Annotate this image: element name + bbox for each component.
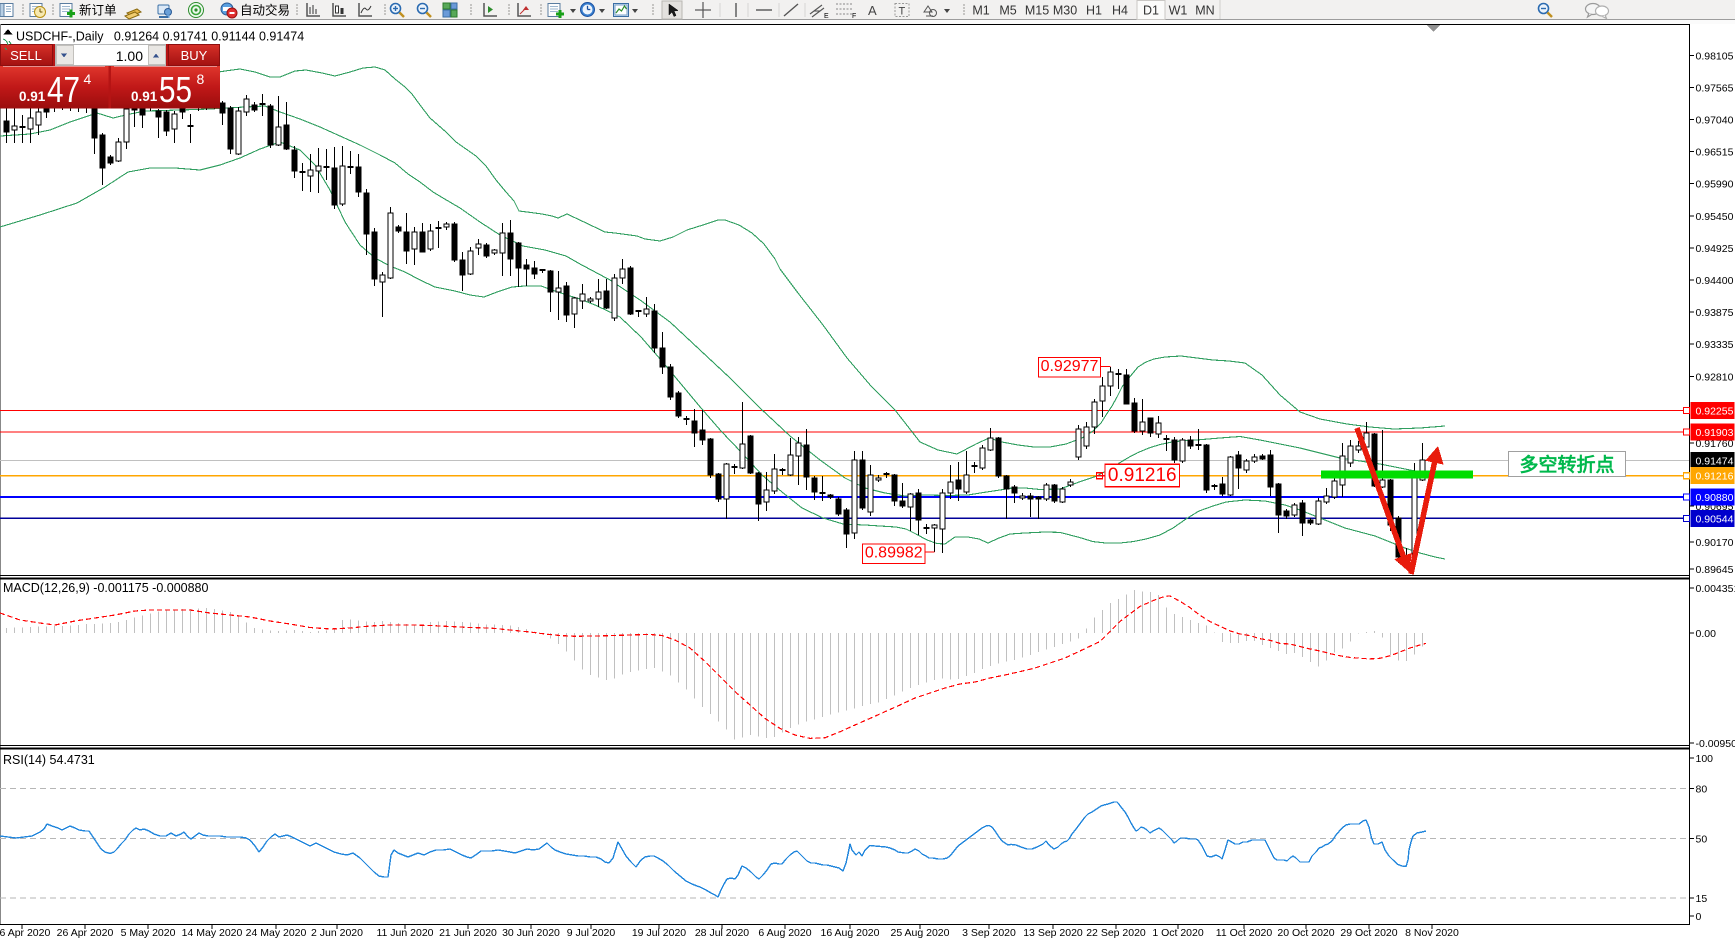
svg-text:0.00: 0.00 [1696, 628, 1717, 640]
svg-text:0.92810: 0.92810 [1696, 371, 1734, 383]
svg-text:16 Apr 2020: 16 Apr 2020 [0, 927, 50, 939]
svg-text:SELL: SELL [10, 48, 42, 63]
svg-text:F: F [852, 13, 856, 20]
svg-text:H4: H4 [1112, 4, 1128, 18]
svg-text:15: 15 [1696, 893, 1708, 905]
svg-text:9 Jul 2020: 9 Jul 2020 [567, 927, 616, 939]
svg-text:47: 47 [47, 69, 80, 110]
svg-text:8 Nov 2020: 8 Nov 2020 [1405, 927, 1459, 939]
svg-text:6 Aug 2020: 6 Aug 2020 [758, 927, 811, 939]
svg-text:新订单: 新订单 [79, 3, 117, 18]
svg-text:8: 8 [197, 71, 205, 87]
svg-text:16 Aug 2020: 16 Aug 2020 [821, 927, 880, 939]
svg-text:0.89982: 0.89982 [865, 545, 923, 562]
svg-text:0.93335: 0.93335 [1696, 339, 1734, 351]
svg-text:0.91: 0.91 [19, 89, 46, 104]
svg-text:0.92255: 0.92255 [1696, 406, 1734, 418]
svg-text:80: 80 [1696, 783, 1708, 795]
svg-text:0.90544: 0.90544 [1696, 513, 1734, 525]
svg-text:T: T [899, 6, 906, 18]
svg-text:21 Jun 2020: 21 Jun 2020 [439, 927, 497, 939]
svg-text:0.98105: 0.98105 [1696, 50, 1734, 62]
svg-text:USDCHF-,Daily 0.91264 0.9174: USDCHF-,Daily 0.91264 0.91741 0.91144 0.… [16, 30, 304, 44]
svg-text:0.90170: 0.90170 [1696, 537, 1734, 549]
svg-text:1.00: 1.00 [116, 48, 143, 64]
svg-text:0.91760: 0.91760 [1696, 438, 1734, 450]
svg-text:W1: W1 [1169, 4, 1188, 18]
svg-text:0.95450: 0.95450 [1696, 211, 1734, 223]
svg-text:0.91903: 0.91903 [1696, 427, 1734, 439]
svg-text:0.91216: 0.91216 [1108, 465, 1177, 486]
svg-text:0.97565: 0.97565 [1696, 82, 1734, 94]
svg-text:E: E [824, 13, 829, 20]
svg-text:MN: MN [1195, 4, 1214, 18]
svg-text:30 Jun 2020: 30 Jun 2020 [502, 927, 560, 939]
svg-text:11 Jun 2020: 11 Jun 2020 [376, 927, 433, 939]
svg-text:1 Oct 2020: 1 Oct 2020 [1152, 927, 1204, 939]
svg-text:3 Sep 2020: 3 Sep 2020 [962, 927, 1016, 939]
svg-text:55: 55 [159, 69, 192, 110]
svg-text:13 Sep 2020: 13 Sep 2020 [1023, 927, 1083, 939]
svg-text:M15: M15 [1025, 4, 1049, 18]
svg-text:0.96515: 0.96515 [1696, 147, 1734, 159]
svg-text:自动交易: 自动交易 [240, 3, 290, 18]
svg-text:0.94400: 0.94400 [1696, 275, 1734, 287]
svg-text:0.93875: 0.93875 [1696, 307, 1734, 319]
svg-text:14 May 2020: 14 May 2020 [182, 927, 243, 939]
svg-text:M30: M30 [1053, 4, 1077, 18]
svg-text:0.91: 0.91 [131, 89, 158, 104]
svg-text:A: A [868, 3, 877, 18]
svg-text:0.91216: 0.91216 [1696, 471, 1734, 483]
svg-text:29 Oct 2020: 29 Oct 2020 [1340, 927, 1397, 939]
svg-text:0.92977: 0.92977 [1041, 358, 1099, 375]
svg-text:4: 4 [84, 71, 92, 87]
svg-text:0: 0 [1696, 911, 1702, 923]
svg-text:25 Aug 2020: 25 Aug 2020 [891, 927, 950, 939]
svg-text:D1: D1 [1143, 4, 1159, 18]
svg-text:0.91474: 0.91474 [1696, 455, 1734, 467]
svg-text:28 Jul 2020: 28 Jul 2020 [695, 927, 749, 939]
svg-text:19 Jul 2020: 19 Jul 2020 [632, 927, 686, 939]
svg-text:0.90880: 0.90880 [1696, 492, 1734, 504]
svg-text:20 Oct 2020: 20 Oct 2020 [1277, 927, 1334, 939]
svg-text:100: 100 [1696, 753, 1714, 765]
svg-text:0.97040: 0.97040 [1696, 115, 1734, 127]
svg-text:5 May 2020: 5 May 2020 [121, 927, 176, 939]
svg-text:2 Jun 2020: 2 Jun 2020 [311, 927, 363, 939]
svg-text:50: 50 [1696, 833, 1708, 845]
svg-text:11 Oct 2020: 11 Oct 2020 [1216, 927, 1273, 939]
svg-text:H1: H1 [1086, 4, 1102, 18]
svg-text:BUY: BUY [181, 48, 208, 63]
svg-text:0.94925: 0.94925 [1696, 243, 1734, 255]
svg-text:M1: M1 [972, 4, 989, 18]
svg-text:24 May 2020: 24 May 2020 [246, 927, 307, 939]
svg-text:0.95990: 0.95990 [1696, 179, 1734, 191]
svg-text:MACD(12,26,9) -0.001175 -0.000: MACD(12,26,9) -0.001175 -0.000880 [3, 581, 208, 595]
svg-text:多空转折点: 多空转折点 [1519, 453, 1614, 476]
svg-text:0.004351: 0.004351 [1696, 583, 1735, 595]
svg-text:RSI(14) 54.4731: RSI(14) 54.4731 [3, 753, 95, 767]
svg-text:22 Sep 2020: 22 Sep 2020 [1086, 927, 1146, 939]
svg-text:0.89645: 0.89645 [1696, 564, 1734, 576]
svg-text:M5: M5 [999, 4, 1016, 18]
svg-text:26 Apr 2020: 26 Apr 2020 [57, 927, 114, 939]
svg-text:-0.009504: -0.009504 [1696, 738, 1735, 750]
